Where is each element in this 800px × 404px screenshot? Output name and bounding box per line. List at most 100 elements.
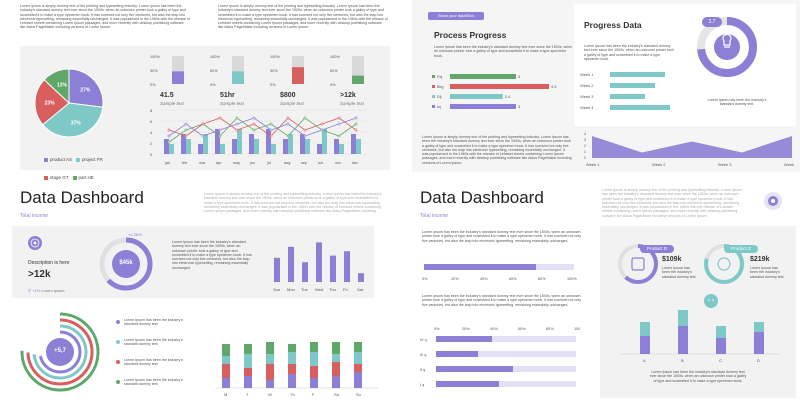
- combo-point: [303, 134, 307, 138]
- combo-ytick: 6: [150, 120, 152, 124]
- combo-bar: [300, 134, 305, 154]
- stack-seg: [244, 368, 252, 376]
- col-seg: [678, 326, 688, 354]
- mini-tick: 100%: [330, 55, 340, 59]
- col-seg: [754, 322, 764, 332]
- combo-line: [168, 117, 357, 137]
- mini-tick: 100%: [210, 55, 220, 59]
- product-d-value: $109k: [662, 256, 682, 263]
- stack-label: Th: [290, 392, 295, 397]
- day-label: Fri: [343, 287, 348, 292]
- area-ytick: 0: [584, 156, 586, 160]
- stack-seg: [354, 364, 362, 372]
- col-label: A: [643, 358, 646, 363]
- stack-seg: [288, 352, 296, 364]
- pp-label: Fej: [437, 75, 442, 79]
- combo-xtick: jun: [249, 161, 255, 165]
- legend-swatch: [44, 157, 48, 162]
- combo-point: [286, 122, 290, 126]
- stack-seg: [332, 354, 340, 362]
- mini-bar-fill: [352, 75, 364, 84]
- combo-bar: [288, 134, 293, 154]
- day-bar: [288, 246, 294, 282]
- legend-label: project FR: [82, 157, 103, 162]
- pp-text: Lorem Ipsum has been the industry's stan…: [434, 45, 573, 58]
- mini-bar-chart: 100% 50% 0%: [210, 55, 244, 87]
- stack-seg: [266, 364, 274, 380]
- pp-text-2: Lorem Ipsum is simply dummy text of the …: [422, 135, 572, 165]
- col-seg: [640, 322, 650, 336]
- pp-label: Dij: [437, 95, 442, 99]
- area-ytick: 2: [584, 144, 586, 148]
- stacked-bar-chart: M T W Th F Sa Su: [216, 342, 378, 397]
- stack-seg: [332, 362, 340, 376]
- prog-tick: 100%: [567, 277, 577, 281]
- combo-point: [252, 122, 256, 126]
- combo-xtick: nov: [335, 161, 341, 165]
- combo-bar: [322, 129, 327, 154]
- day-label: Wed: [315, 287, 323, 292]
- col-seg: [716, 338, 726, 354]
- pp-bar-chart: Fej 3 Bkg 4.5 Dij 2.4 Ioj 3: [432, 74, 557, 109]
- pp-bar: [450, 94, 503, 99]
- dataslics-badge[interactable]: Show your dataSlics: [428, 12, 484, 20]
- desc-label: Description is here: [28, 260, 70, 266]
- combo-bar: [266, 129, 271, 154]
- hbar-tick: 20%: [462, 327, 470, 331]
- panel-q1: Lorem Ipsum is simply dummy text of the …: [0, 0, 392, 180]
- combo-point: [337, 116, 341, 120]
- col-seg: [754, 332, 764, 354]
- combo-point: [167, 140, 171, 144]
- week-bar: [610, 72, 665, 77]
- combo-point: [201, 134, 205, 138]
- combo-line: [168, 117, 357, 143]
- mini-value: 51hr: [220, 92, 235, 99]
- combo-xtick: oct: [318, 161, 324, 165]
- combo-bar: [356, 139, 361, 154]
- week-label: Week 1: [580, 72, 594, 77]
- combo-bar: [169, 144, 174, 154]
- list-text: Lorem Ipsum has been the industry's stan…: [124, 378, 183, 387]
- q4-bottom-text: Lorem Ipsum has been the industry's stan…: [649, 370, 747, 383]
- legend-item: project FR: [76, 157, 103, 162]
- pd-side-text: Lorem Ipsum has been the industry's stan…: [707, 98, 767, 107]
- q1-combo-chart: 8 6 4 2 0 jan feb mar apr may jun jul aug sep oct nov de…: [150, 109, 370, 165]
- stack-label: Sa: [334, 392, 340, 397]
- hbar-label: III q: [420, 353, 426, 357]
- product-d-label: Product D: [640, 245, 674, 253]
- pie-label: 13%: [57, 82, 68, 88]
- q1-pie-chart: 27% 37% 23% 13%: [34, 68, 104, 138]
- stack-seg: [332, 342, 340, 354]
- combo-point: [167, 128, 171, 132]
- stack-label: Su: [356, 392, 361, 397]
- day-bar: [302, 262, 308, 282]
- combo-point: [354, 122, 358, 126]
- legend-label: stage GT: [50, 175, 69, 180]
- week-label: Week 2: [580, 83, 594, 88]
- stack-seg: [266, 380, 274, 388]
- legend-item: product AS: [44, 157, 72, 162]
- hbar-fill: [436, 351, 478, 357]
- mini-tick: 100%: [270, 55, 280, 59]
- day-bar: [330, 255, 336, 282]
- list-bullet: [116, 380, 120, 384]
- mini-tick: 100%: [150, 55, 160, 59]
- prog-tick: 20%: [451, 277, 459, 281]
- stat-value: +1%: [32, 288, 41, 293]
- combo-point: [218, 134, 222, 138]
- product-z-value: $219k: [750, 256, 770, 263]
- legend-label: part HE: [78, 175, 94, 180]
- q4-corner-icon: [764, 192, 782, 210]
- q4-text-b: Lorem Ipsum has been the industry's stan…: [422, 294, 582, 316]
- combo-point: [167, 134, 171, 138]
- legend-item: stage GT: [44, 175, 69, 180]
- pp-bar: [450, 104, 516, 109]
- q3-head-text: Lorem Ipsum is simply dummy text of the …: [204, 192, 382, 214]
- combo-point: [337, 134, 341, 138]
- combo-point: [320, 122, 324, 126]
- hbar-label: I q: [420, 383, 424, 387]
- mini-tick: 50%: [150, 69, 158, 73]
- hbar-tick: 0%: [434, 327, 440, 331]
- pd-week-bars: Week 1 Week 2 Week 3 Week 4: [580, 72, 670, 110]
- calendar-icon: [631, 257, 645, 271]
